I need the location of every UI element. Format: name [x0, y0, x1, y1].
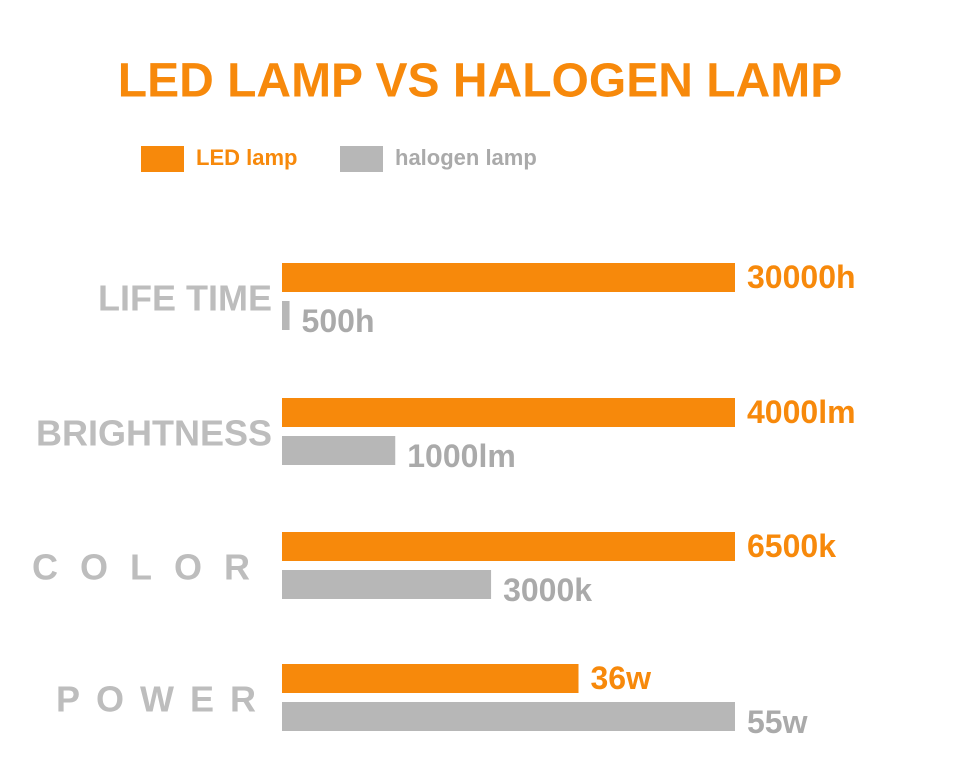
bar	[282, 436, 396, 465]
category-label: COLOR	[32, 547, 272, 588]
bar	[282, 570, 492, 599]
legend-swatch	[340, 146, 383, 172]
legend-label: halogen lamp	[395, 145, 537, 170]
category-label: BRIGHTNESS	[36, 413, 272, 454]
value-label: 4000lm	[747, 394, 856, 430]
value-label: 30000h	[747, 259, 856, 295]
legend-label: LED lamp	[196, 145, 297, 170]
value-label: 6500k	[747, 528, 836, 564]
value-label: 36w	[591, 660, 652, 696]
value-label: 55w	[747, 704, 808, 740]
chart-title: LED LAMP VS HALOGEN LAMP	[118, 55, 842, 108]
value-label: 3000k	[503, 572, 592, 608]
bar	[282, 664, 579, 693]
bar	[282, 702, 735, 731]
bar	[282, 532, 735, 561]
category-label: POWER	[56, 679, 272, 720]
bar	[282, 263, 735, 292]
bar	[282, 301, 290, 330]
category-label: LIFE TIME	[98, 278, 272, 319]
value-label: 500h	[302, 303, 375, 339]
value-label: 1000lm	[407, 438, 516, 474]
legend-swatch	[141, 146, 184, 172]
bar	[282, 398, 735, 427]
